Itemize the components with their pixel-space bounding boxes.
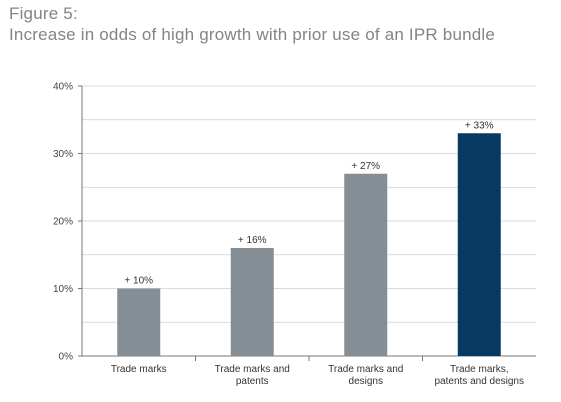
x-category-label: Trade marks and designs — [328, 364, 403, 387]
data-label: + 16% — [238, 235, 267, 246]
bar — [230, 248, 274, 356]
x-category-label: Trade marks, patents and designs — [434, 364, 524, 387]
x-category-label: Trade marks — [111, 364, 167, 375]
bar — [457, 133, 501, 356]
x-category-label-line: designs — [349, 376, 383, 387]
x-category-label-line: Trade marks — [111, 364, 167, 375]
data-label: + 10% — [124, 276, 153, 287]
bar — [344, 173, 388, 356]
data-label: + 27% — [351, 161, 380, 172]
x-category-label-line: Trade marks, — [450, 364, 509, 375]
data-label: + 33% — [465, 120, 494, 131]
figure-label: Figure 5: — [9, 4, 78, 23]
x-category-label-line: Trade marks and — [328, 364, 403, 375]
x-category-label-line: patents and designs — [434, 376, 524, 387]
y-tick-label: 20% — [53, 217, 73, 228]
y-tick-label: 30% — [53, 149, 73, 160]
chart-title: Increase in odds of high growth with pri… — [9, 25, 496, 44]
x-category-label-line: Trade marks and — [215, 364, 290, 375]
bar — [117, 288, 161, 356]
y-tick-label: 40% — [53, 82, 73, 93]
x-category-label: Trade marks and patents — [215, 364, 290, 387]
y-tick-label: 10% — [53, 284, 73, 295]
y-tick-label: 0% — [59, 352, 74, 363]
x-category-label-line: patents — [236, 376, 269, 387]
